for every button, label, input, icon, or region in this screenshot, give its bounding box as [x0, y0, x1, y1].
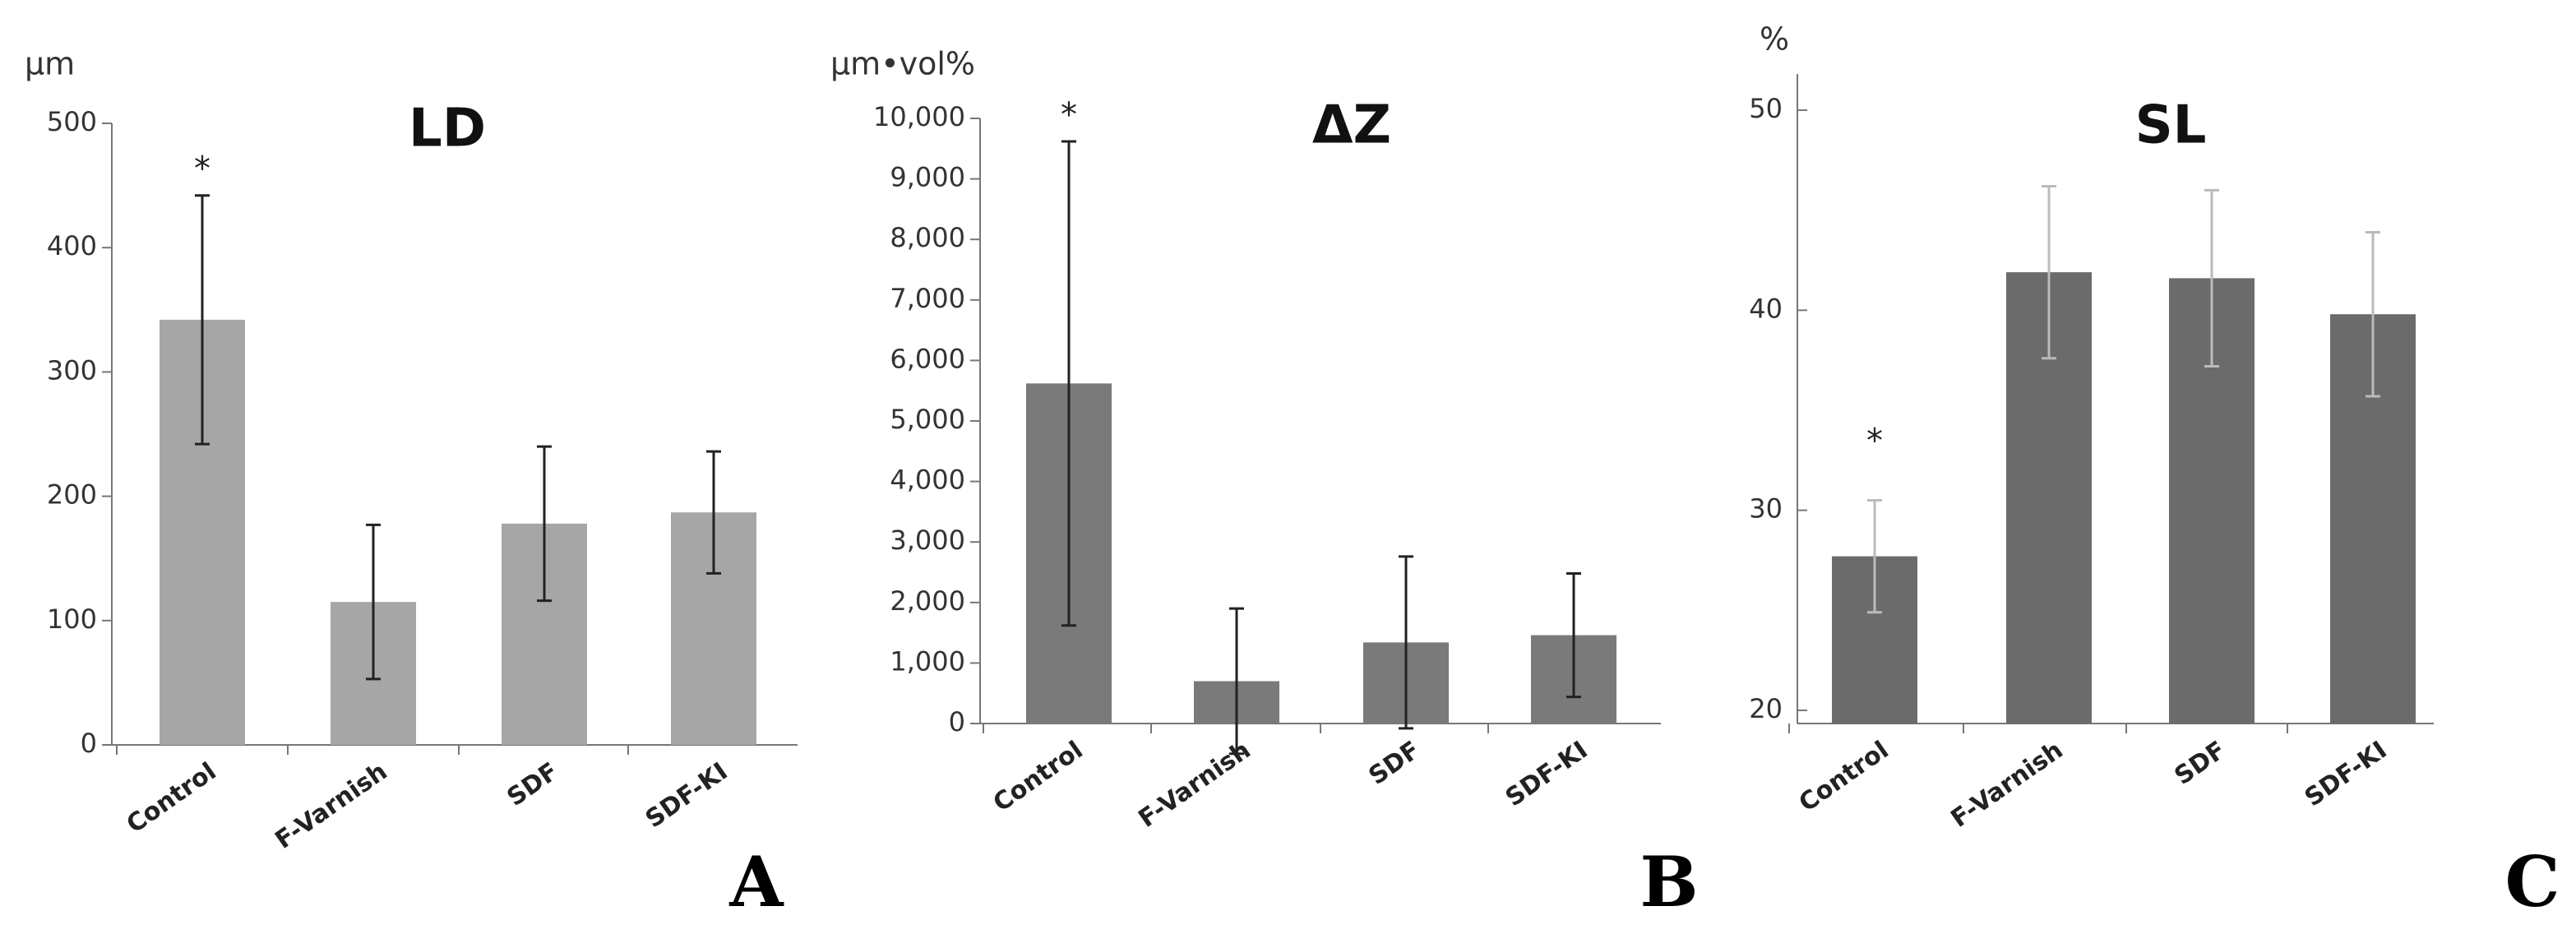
y-tick-label: 7,000: [890, 283, 965, 314]
x-tick-label: SDF: [502, 757, 563, 812]
y-tick-label: 10,000: [873, 101, 965, 132]
y-tick-label: 3,000: [890, 525, 965, 556]
x-tick-label: F-Varnish: [271, 757, 393, 855]
error-bar: [2366, 230, 2380, 398]
x-tick-label: Control: [1794, 736, 1894, 818]
error-bar: [195, 194, 210, 446]
panel-label: B: [1640, 841, 1699, 922]
error-bar: [1566, 571, 1581, 699]
chart-title: LD: [409, 99, 486, 160]
x-tick-label: F-Varnish: [1946, 736, 2069, 834]
y-unit-label: µm: [25, 46, 75, 82]
y-tick-label: 2,000: [890, 585, 965, 617]
y-tick-label: 500: [47, 106, 97, 137]
y-tick-label: 5,000: [890, 404, 965, 435]
error-bar: [366, 523, 381, 681]
x-tick-label: SDF: [2169, 736, 2231, 791]
error-bar: [537, 445, 552, 603]
y-unit-label: %: [1760, 21, 1789, 58]
x-tick-label: SDF-KI: [2300, 736, 2393, 812]
y-tick-label: 300: [47, 354, 97, 386]
y-tick-label: 30: [1749, 493, 1783, 525]
y-tick-label: 9,000: [890, 162, 965, 193]
chart-panel: 20 30 40 50 Control * F-Varnish SDF SDF-KI SL% C: [1749, 21, 2560, 923]
x-tick-label: SDF-KI: [641, 757, 733, 834]
y-unit-label: µm•vol%: [830, 46, 975, 82]
chart-title: SL: [2135, 95, 2207, 156]
y-tick-label: 6,000: [890, 343, 965, 374]
y-tick-label: 0: [949, 706, 965, 737]
y-tick-label: 50: [1749, 93, 1783, 124]
error-bar: [2204, 188, 2219, 368]
error-bar: [1229, 607, 1244, 756]
y-tick-label: 1,000: [890, 645, 965, 677]
x-tick-label: Control: [988, 736, 1089, 818]
chart-title: ΔZ: [1312, 95, 1391, 156]
y-tick-label: 20: [1749, 693, 1783, 724]
panel-label: A: [728, 841, 784, 922]
error-bar: [706, 450, 721, 575]
significance-marker: *: [1061, 96, 1077, 134]
x-tick-label: SDF: [1363, 736, 1425, 791]
x-tick-label: SDF-KI: [1501, 736, 1593, 812]
y-tick-label: 200: [47, 479, 97, 511]
y-tick-label: 100: [47, 603, 97, 635]
significance-marker: *: [194, 150, 210, 188]
chart-panel: 0 1,000 2,000 3,000 4,000 5,000 6,000 7,000 8,00…: [830, 46, 1699, 923]
y-tick-label: 40: [1749, 293, 1783, 324]
x-tick-label: Control: [122, 757, 222, 839]
y-tick-label: 0: [81, 728, 97, 759]
error-bar: [2042, 184, 2056, 360]
significance-marker: *: [1866, 422, 1883, 460]
y-tick-label: 400: [47, 230, 97, 261]
panel-label: C: [2505, 841, 2560, 922]
error-bar: [1061, 140, 1076, 627]
chart-panel: 0 100 200 300 400 500 Control * F-Varnish SDF SDF-…: [25, 46, 798, 922]
error-bar: [1399, 555, 1413, 730]
y-tick-label: 4,000: [890, 465, 965, 496]
error-bar: [1867, 498, 1882, 614]
y-tick-label: 8,000: [890, 222, 965, 253]
